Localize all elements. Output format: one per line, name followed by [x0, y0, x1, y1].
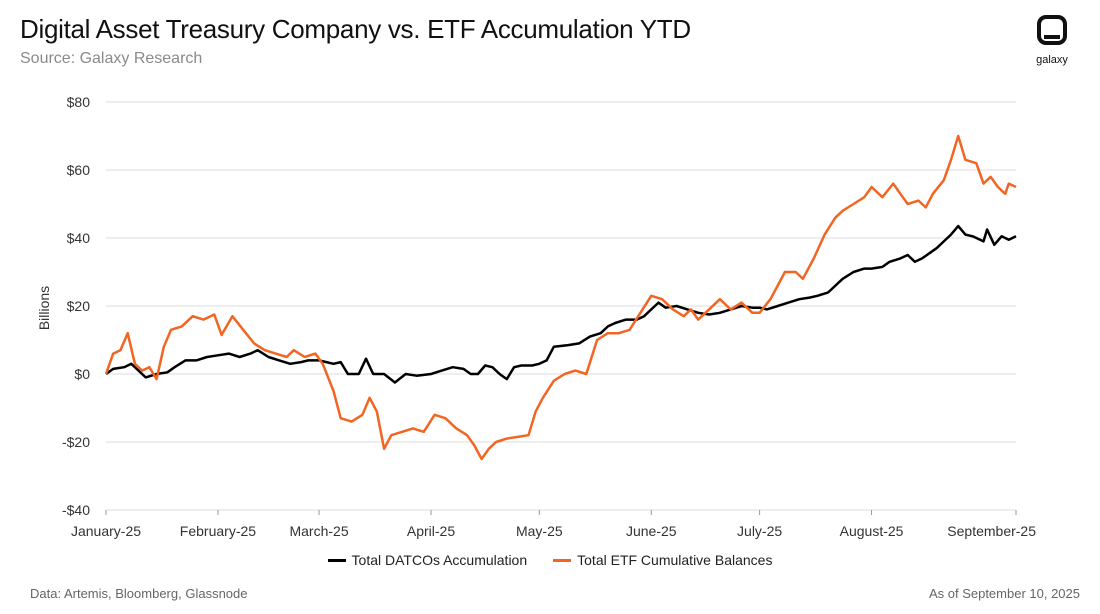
y-tick-label: $40	[67, 230, 91, 246]
legend-item-datcos: Total DATCOs Accumulation	[327, 552, 528, 568]
y-tick-label: $0	[74, 366, 90, 382]
y-tick-label: $20	[67, 298, 91, 314]
x-tick-label: July-25	[737, 523, 782, 539]
galaxy-logo: galaxy	[1022, 14, 1082, 70]
x-tick-label: May-25	[516, 523, 563, 539]
grid-lines	[106, 101, 1016, 511]
y-tick-label: -$40	[62, 502, 90, 518]
as-of-date-note: As of September 10, 2025	[928, 586, 1080, 601]
y-tick-label: -$20	[62, 434, 90, 450]
x-axis-ticks: January-25 February-25 March-25 April-25 May…	[71, 510, 1036, 539]
x-tick-label: February-25	[180, 523, 256, 539]
x-tick-label: June-25	[626, 523, 677, 539]
galaxy-logo-word: galaxy	[1036, 54, 1068, 66]
series-line-datcos	[105, 224, 1017, 384]
legend-label-datcos: Total DATCOs Accumulation	[351, 552, 528, 568]
legend-label-etf: Total ETF Cumulative Balances	[577, 552, 773, 568]
legend-item-etf: Total ETF Cumulative Balances	[553, 552, 772, 568]
x-tick-label: April-25	[407, 523, 455, 539]
series-lines	[104, 134, 1017, 461]
series-line-etf	[104, 134, 1017, 461]
y-tick-label: $60	[67, 162, 91, 178]
y-axis-label: Billions	[36, 286, 52, 330]
galaxy-logo-icon	[1037, 15, 1067, 45]
legend: Total DATCOs Accumulation Total ETF Cumu…	[0, 552, 1100, 568]
data-sources-note: Data: Artemis, Bloomberg, Glassnode	[30, 586, 248, 601]
chart-subtitle: Source: Galaxy Research	[20, 50, 203, 67]
chart-title: Digital Asset Treasury Company vs. ETF A…	[20, 14, 691, 44]
legend-swatch-etf	[553, 558, 572, 562]
y-axis-ticks: -$40 -$20 $0 $20 $40 $60 $80	[62, 94, 90, 518]
x-tick-label: August-25	[840, 523, 904, 539]
x-tick-label: January-25	[71, 523, 141, 539]
x-tick-label: September-25	[947, 523, 1036, 539]
x-tick-label: March-25	[289, 523, 348, 539]
y-tick-label: $80	[67, 94, 91, 110]
legend-swatch-datcos	[327, 558, 346, 562]
